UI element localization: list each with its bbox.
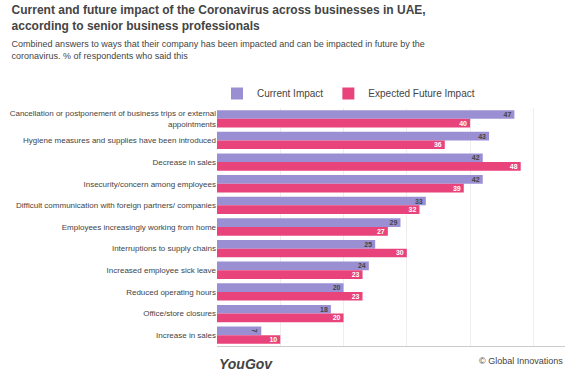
svg-text:Interruptions to supply chains: Interruptions to supply chains (112, 244, 216, 253)
svg-text:20: 20 (333, 284, 341, 291)
svg-text:40: 40 (459, 120, 467, 127)
svg-text:43: 43 (478, 133, 486, 140)
svg-text:Insecurity/concern among emplo: Insecurity/concern among employees (83, 180, 216, 189)
svg-text:48: 48 (510, 163, 518, 170)
svg-text:Difficult communication with f: Difficult communication with foreign par… (16, 201, 216, 210)
svg-text:39: 39 (453, 185, 461, 192)
svg-text:18: 18 (320, 306, 328, 313)
svg-text:42: 42 (472, 154, 480, 161)
svg-text:27: 27 (377, 228, 385, 235)
svg-text:Current and future impact of t: Current and future impact of the Coronav… (12, 3, 426, 33)
svg-text:Increased employee sick leave: Increased employee sick leave (107, 266, 217, 275)
svg-text:7: 7 (251, 329, 258, 333)
svg-text:Current Impact: Current Impact (257, 88, 323, 99)
svg-text:Hygiene measures and supplies: Hygiene measures and supplies have been … (23, 136, 216, 145)
svg-text:36: 36 (434, 141, 442, 148)
svg-text:20: 20 (333, 314, 341, 321)
svg-text:47: 47 (503, 111, 511, 118)
svg-text:YouGov: YouGov (219, 356, 273, 372)
svg-text:24: 24 (358, 262, 366, 269)
svg-text:33: 33 (415, 198, 423, 205)
svg-text:Decrease in sales: Decrease in sales (152, 158, 216, 167)
svg-text:Reduced operating hours: Reduced operating hours (126, 288, 216, 297)
svg-text:Employees increasingly working: Employees increasingly working from home (62, 223, 217, 232)
svg-text:29: 29 (390, 219, 398, 226)
svg-text:10: 10 (269, 336, 277, 343)
svg-text:30: 30 (396, 249, 404, 256)
svg-text:23: 23 (352, 293, 360, 300)
svg-text:Office/store closures: Office/store closures (143, 309, 216, 318)
svg-text:25: 25 (364, 241, 372, 248)
svg-text:32: 32 (409, 206, 417, 213)
svg-text:23: 23 (352, 271, 360, 278)
svg-text:Expected Future Impact: Expected Future Impact (368, 88, 474, 99)
svg-text:42: 42 (472, 176, 480, 183)
svg-text:Cancellation or postponement o: Cancellation or postponement of business… (10, 109, 217, 128)
svg-text:Increase in sales: Increase in sales (156, 331, 216, 340)
svg-text:Combined answers to ways that: Combined answers to ways that their comp… (12, 39, 425, 61)
svg-text:© Global Innovations: © Global Innovations (479, 356, 563, 366)
